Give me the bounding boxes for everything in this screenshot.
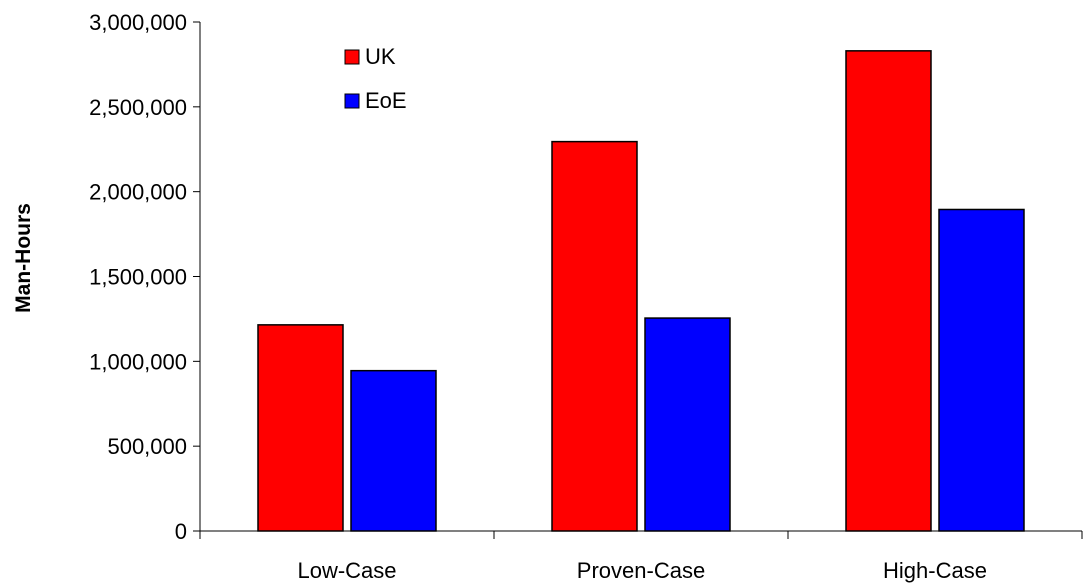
y-axis: 0 500,000 1,000,000 1,500,000 2,000,000 2,500… — [89, 10, 201, 544]
x-category-label: High-Case — [883, 558, 987, 583]
bar-eoe-high-case — [938, 208, 1025, 532]
x-category-label: Proven-Case — [577, 558, 705, 583]
y-tick-label: 1,500,000 — [89, 265, 187, 290]
x-ticks: Low-Case Proven-Case High-Case — [199, 531, 1083, 583]
y-tick-label: 2,500,000 — [89, 95, 187, 120]
bar-uk-high-case — [845, 50, 932, 532]
legend-label-uk: UK — [365, 44, 396, 69]
bar-uk-proven-case — [551, 140, 638, 532]
y-axis-title: Man-Hours — [12, 203, 35, 313]
y-tick-label: 1,000,000 — [89, 349, 187, 374]
legend-swatch-uk — [344, 49, 360, 65]
bar-eoe-low-case — [350, 369, 437, 532]
y-ticks: 0 500,000 1,000,000 1,500,000 2,000,000 2,500… — [89, 10, 200, 544]
bars — [257, 50, 1025, 532]
x-category-label: Low-Case — [297, 558, 396, 583]
bar-eoe-proven-case — [644, 317, 731, 532]
legend-label-eoe: EoE — [365, 88, 407, 113]
y-tick-label: 500,000 — [107, 434, 187, 459]
y-tick-label: 0 — [175, 519, 187, 544]
y-tick-label: 2,000,000 — [89, 180, 187, 205]
legend: UK EoE — [344, 44, 407, 113]
y-tick-label: 3,000,000 — [89, 10, 187, 35]
x-axis: Low-Case Proven-Case High-Case — [199, 530, 1083, 583]
bar-uk-low-case — [257, 324, 344, 532]
legend-swatch-eoe — [344, 93, 360, 109]
